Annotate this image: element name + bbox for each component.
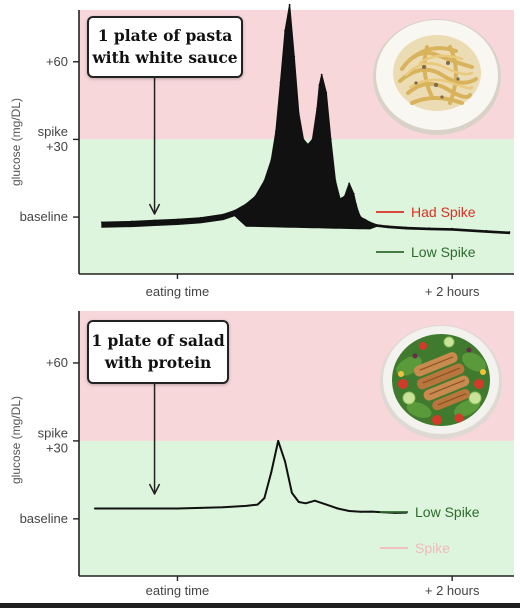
chart-1-point-1 (130, 220, 133, 223)
chart-1-point-7 (245, 203, 248, 206)
chart-2-point-6 (245, 504, 248, 507)
chart-1-ylabel: glucose (mg/DL) (9, 98, 23, 186)
chart-1-point-20 (316, 107, 319, 110)
chart-2-ytick-label-1: spike +30 (38, 425, 68, 455)
chart-2-point-18 (348, 510, 351, 512)
salad-callout-line-1: 1 plate of salad (91, 331, 225, 350)
chart-1-point-36 (387, 225, 389, 228)
chart-2-point-11 (284, 460, 286, 463)
chart-1-point-40 (485, 229, 488, 232)
chart-1-point-11 (274, 130, 277, 133)
chart-2-point-2 (153, 507, 156, 510)
chart-1-point-3 (176, 218, 179, 221)
chart-1-legend-label-0: Had Spike (411, 204, 476, 220)
chart-1-point-23 (325, 91, 328, 94)
chart-2-arrow-head (148, 483, 161, 495)
chart-2-legend-label-0: Low Spike (415, 504, 480, 520)
chart-1-point-17 (302, 138, 305, 141)
chart-1-point-35 (375, 223, 378, 226)
chart-1-point-38 (428, 227, 431, 230)
chart-2-point-14 (304, 502, 307, 505)
salad-callout-line-2: with protein (104, 353, 212, 372)
cropped-header (0, 0, 520, 8)
chart-1-point-15 (293, 55, 296, 58)
chart-2-point-12 (291, 491, 293, 494)
chart-1-point-33 (364, 218, 367, 221)
chart-2-ytick-label-0: +60 (46, 355, 68, 370)
pasta-glucose-chart: glucose (mg/DL) +60 spike +30 baseline eating… (0, 0, 520, 302)
chart-2-legend-label-1: Spike (415, 540, 450, 556)
chart-1-point-29 (352, 192, 355, 195)
chart-2-point-16 (325, 503, 328, 506)
chart-1-point-21 (318, 84, 321, 86)
chart-1-point-25 (334, 179, 337, 182)
chart-1-point-0 (100, 221, 103, 224)
salad-glucose-chart: glucose (mg/DL) +60 spike +30 baseline eating… (0, 304, 520, 608)
chart-1-legend-label-1: Low Spike (411, 244, 476, 260)
pasta-plate-image (373, 19, 501, 135)
chart-2-point-8 (263, 497, 266, 499)
chart-1-point-34 (368, 221, 371, 224)
chart-2-point-1 (130, 507, 133, 510)
chart-1-point-16 (297, 112, 300, 115)
pasta-callout-line-2: with white sauce (92, 48, 238, 67)
chart-2-ytick-label-2: baseline (20, 511, 68, 526)
bottom-edge-bar (0, 603, 520, 608)
chart-2-point-3 (176, 507, 179, 510)
chart-1-point-30 (355, 203, 357, 206)
chart-1-point-24 (329, 138, 332, 141)
chart-2-point-7 (256, 503, 259, 506)
chart-1-point-5 (222, 213, 225, 216)
chart-2-series-line (94, 439, 408, 514)
chart-1-point-2 (153, 219, 156, 222)
salad-callout: 1 plate of salad with protein (87, 320, 229, 384)
pasta-callout: 1 plate of pasta with white sauce (87, 16, 243, 78)
chart-1-point-41 (508, 231, 511, 233)
chart-1-point-39 (451, 227, 454, 230)
chart-2-point-4 (199, 507, 202, 509)
chart-1-point-31 (357, 210, 360, 213)
chart-1-point-8 (254, 195, 257, 198)
chart-1-arrow-head (148, 203, 161, 215)
chart-1-xtick-label-0: eating time (146, 284, 210, 299)
chart-1-point-19 (311, 138, 314, 141)
chart-1-point-13 (284, 29, 286, 32)
salad-bowl-image (380, 325, 502, 439)
chart-1-point-26 (339, 198, 341, 200)
chart-1-point-18 (307, 143, 309, 146)
chart-1-point-10 (270, 159, 273, 162)
chart-2-point-19 (359, 510, 362, 513)
chart-2-point-17 (336, 507, 339, 510)
chart-1-point-32 (359, 216, 362, 218)
chart-2-point-9 (270, 471, 273, 473)
chart-1-point-12 (279, 81, 282, 84)
chart-1-point-6 (233, 209, 236, 212)
panel-divider (0, 300, 520, 306)
chart-2-point-0 (94, 507, 96, 510)
chart-1-xtick-label-1: + 2 hours (425, 284, 480, 299)
chart-1-ytick-label-0: +60 (46, 54, 68, 69)
chart-1-point-4 (199, 216, 202, 219)
chart-1-ytick-label-1: spike +30 (38, 124, 68, 154)
chart-1-point-14 (288, 3, 291, 6)
chart-2-point-10 (277, 440, 280, 442)
chart-1-point-37 (405, 226, 408, 229)
chart-2-point-5 (222, 506, 225, 509)
chart-1-ytick-label-2: baseline (20, 209, 68, 224)
chart-2-point-13 (297, 501, 300, 503)
chart-2-xtick-label-0: eating time (146, 583, 210, 598)
chart-1-point-27 (343, 195, 346, 198)
pasta-callout-line-1: 1 plate of pasta (97, 26, 233, 45)
chart-2-xtick-label-1: + 2 hours (425, 583, 480, 598)
chart-2-point-20 (371, 510, 373, 513)
chart-2-ylabel: glucose (mg/DL) (9, 396, 23, 484)
chart-1-point-28 (348, 182, 351, 185)
chart-2-point-15 (313, 499, 316, 502)
chart-1-point-22 (320, 73, 323, 76)
chart-1-point-9 (263, 179, 266, 182)
